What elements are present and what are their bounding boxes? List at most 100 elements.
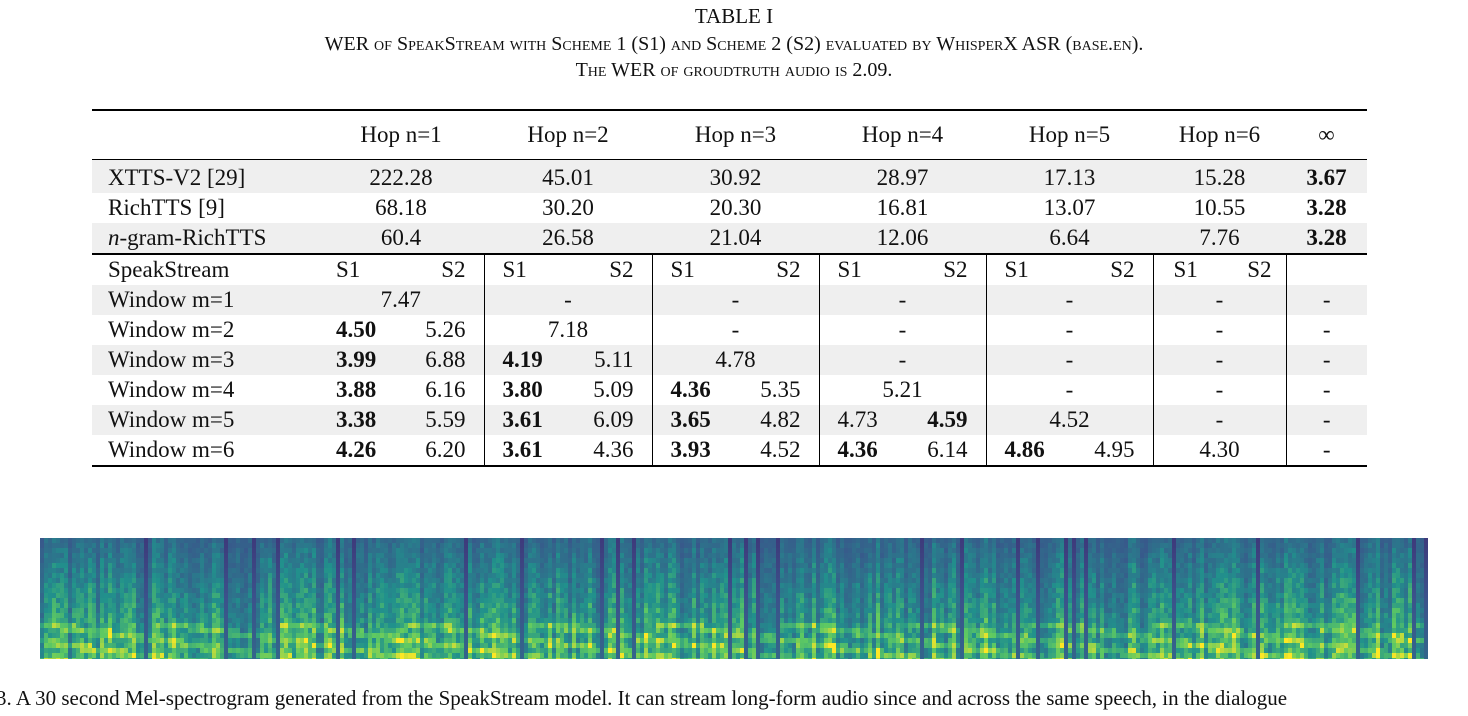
s2-header: S2	[736, 254, 820, 285]
table-cell: 4.30	[1153, 435, 1287, 466]
s1-header: S1	[336, 257, 361, 282]
table-cell: 3.67	[1286, 159, 1367, 193]
table-cell: -	[484, 285, 653, 315]
best-value: 3.88	[336, 377, 377, 402]
row-label: Window m=3	[92, 345, 318, 375]
table-label: TABLE I	[694, 4, 774, 28]
table-cell: 45.01	[484, 159, 652, 193]
row-label-italic: n	[108, 225, 120, 250]
table-cell: 4.86	[986, 435, 1070, 466]
figure-caption: 3. A 30 second Mel-spectrogram generated…	[0, 686, 1288, 710]
table-cell: 28.97	[819, 159, 986, 193]
header-hop-3: Hop n=3	[652, 110, 819, 160]
table-cell: 12.06	[819, 223, 986, 255]
row-label: Window m=4	[108, 377, 235, 402]
best-value: 4.86	[1004, 437, 1045, 462]
table-cell: -	[1153, 405, 1287, 435]
row-label: Window m=6	[108, 437, 235, 462]
table-cell: 6.09	[568, 405, 653, 435]
best-value: 4.26	[336, 437, 377, 462]
table-cell: 3.93	[652, 435, 736, 466]
table-cell: 5.59	[401, 405, 485, 435]
best-value: 3.93	[670, 437, 711, 462]
best-value: 4.50	[336, 317, 377, 342]
best-value: 4.19	[502, 347, 543, 372]
table-cell: -	[1322, 317, 1331, 342]
table-cell: 68.18	[375, 195, 427, 220]
table-cell: 4.50	[318, 315, 401, 345]
table-row: XTTS-V2 [29] 222.28 45.01 30.92 28.97 17…	[92, 159, 1367, 193]
table-cell: 4.52	[986, 405, 1154, 435]
table-cell: 6.14	[903, 435, 987, 466]
table-cell: 5.26	[401, 315, 485, 345]
speakstream-header-row: SpeakStream S1 S2 S1 S2 S1 S2 S1 S2 S1 S…	[92, 254, 1367, 285]
table-header-row: Hop n=1 Hop n=2 Hop n=3 Hop n=4 Hop n=5 …	[92, 110, 1367, 160]
table-cell: 20.30	[709, 195, 762, 220]
best-value: 3.28	[1306, 195, 1347, 220]
row-label: n-gram-RichTTS	[92, 223, 318, 255]
table-cell: 30.20	[542, 195, 594, 220]
table-row: n-gram-RichTTS 60.4 26.58 21.04 12.06 6.…	[92, 223, 1367, 255]
wer-table: Hop n=1 Hop n=2 Hop n=3 Hop n=4 Hop n=5 …	[92, 109, 1367, 467]
table-cell: 4.36	[652, 375, 736, 405]
table-cell: -	[1153, 315, 1287, 345]
table-cell: 3.99	[318, 345, 401, 375]
table-cell: 4.82	[736, 405, 820, 435]
table-cell: 7.47	[318, 285, 485, 315]
table-cell: 222.28	[318, 159, 484, 193]
s2-header: S2	[401, 254, 485, 285]
table-cell: -	[1153, 345, 1287, 375]
header-hop-1: Hop n=1	[318, 110, 484, 160]
table-caption-line-2: The WER of groudtruth audio is 2.09.	[575, 59, 893, 81]
table-cell: 5.35	[736, 375, 820, 405]
table-cell: 3.61	[484, 435, 568, 466]
row-label-rest: -gram-RichTTS	[119, 225, 267, 250]
table-cell: -	[986, 285, 1154, 315]
best-value: 4.59	[927, 407, 968, 432]
table-cell: -	[1286, 345, 1367, 375]
table-cell: 60.4	[318, 223, 484, 255]
table-cell: -	[1153, 285, 1287, 315]
row-label: Window m=2	[108, 317, 235, 342]
table-cell: 17.13	[986, 159, 1153, 193]
s1-header: S1	[837, 257, 862, 282]
table-cell: 3.61	[484, 405, 568, 435]
table-cell: 5.09	[568, 375, 653, 405]
s2-header: S2	[568, 254, 653, 285]
best-value: 3.99	[336, 347, 377, 372]
table-caption-line-1: WER of SpeakStream with Scheme 1 (S1) an…	[324, 33, 1144, 55]
s2-header: S2	[903, 254, 987, 285]
best-value: 3.61	[502, 437, 543, 462]
mel-spectrogram-image	[40, 538, 1428, 659]
header-hop-5: Hop n=5	[986, 110, 1153, 160]
table-cell: 3.28	[1286, 223, 1367, 255]
header-hop-2: Hop n=2	[484, 110, 652, 160]
table-cell: 6.16	[401, 375, 485, 405]
table-cell: 6.20	[401, 435, 485, 466]
table-cell: 7.18	[484, 315, 653, 345]
table-cell: -	[819, 345, 987, 375]
table-cell: -	[652, 315, 820, 345]
table-cell: 26.58	[484, 223, 652, 255]
best-value: 3.38	[336, 407, 377, 432]
row-label: Window m=5	[92, 405, 318, 435]
table-cell: 4.36	[568, 435, 653, 466]
table-row: RichTTS [9] 68.18 30.20 20.30 16.81 13.0…	[92, 193, 1367, 223]
table-cell: 3.80	[484, 375, 568, 405]
table-cell: -	[1322, 437, 1331, 462]
row-label: RichTTS [9]	[108, 195, 225, 220]
table-cell: 4.19	[484, 345, 568, 375]
best-value: 4.36	[837, 437, 878, 462]
table-cell: 4.26	[318, 435, 401, 466]
table-row: Window m=6 4.26 6.20 3.61 4.36 3.93 4.52 4.36 6.…	[92, 435, 1367, 466]
s1-header: S1	[1173, 257, 1198, 282]
table-cell: -	[986, 375, 1154, 405]
table-cell: 5.11	[568, 345, 653, 375]
table-cell: -	[1322, 377, 1331, 402]
table-cell: 15.28	[1153, 159, 1286, 193]
table-cell: -	[652, 285, 820, 315]
table-cell: 4.36	[819, 435, 903, 466]
table-cell: 4.95	[1070, 435, 1154, 466]
table-cell: 3.65	[652, 405, 736, 435]
table-cell: 3.38	[318, 405, 401, 435]
